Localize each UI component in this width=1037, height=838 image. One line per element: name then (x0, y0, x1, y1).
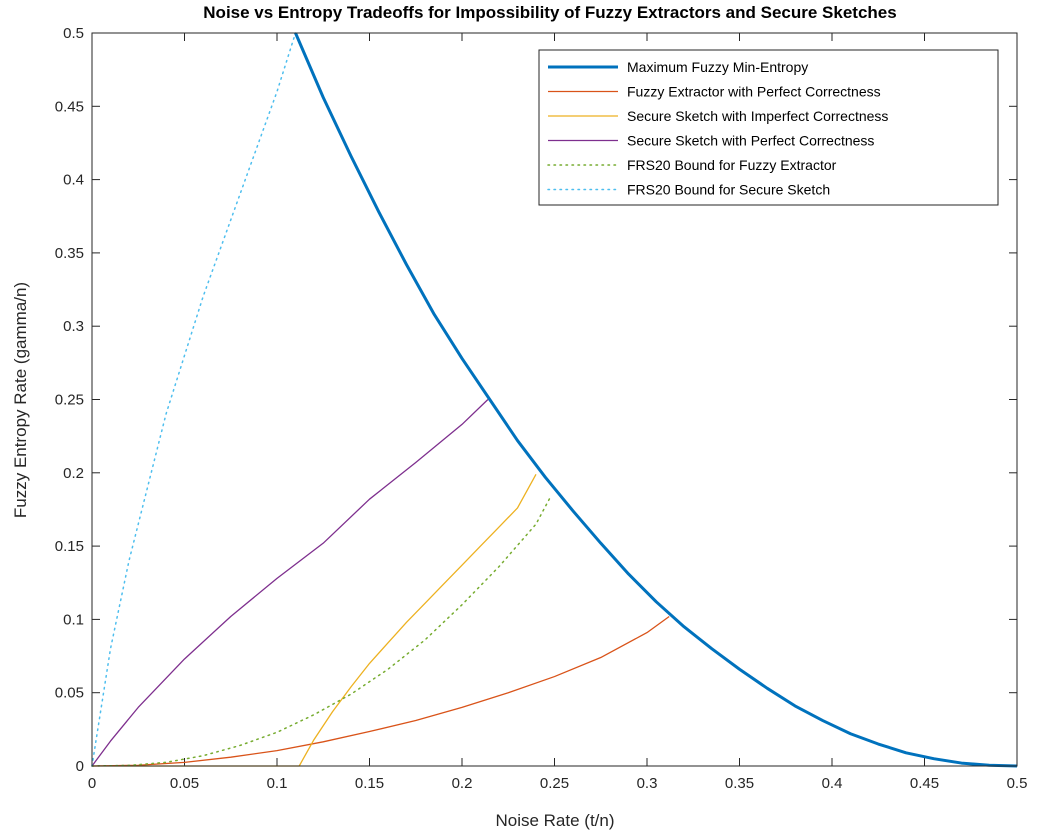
y-tick-label: 0.1 (63, 611, 84, 628)
series-line-fuzzy-extractor-with-perfect-correctness (91, 615, 670, 767)
legend-label: Secure Sketch with Perfect Correctness (627, 133, 874, 149)
x-tick-label: 0.05 (170, 775, 199, 792)
legend-label: Secure Sketch with Imperfect Correctness (627, 108, 888, 124)
x-tick-label: 0.2 (452, 775, 473, 792)
x-tick-label: 0.3 (637, 775, 658, 792)
series-line-frs20-bound-for-fuzzy-extractor (91, 495, 552, 767)
y-tick-label: 0.25 (55, 392, 84, 409)
x-tick-label: 0.4 (822, 775, 843, 792)
legend-label: FRS20 Bound for Secure Sketch (627, 182, 830, 198)
legend-box (538, 49, 999, 206)
x-axis-ticks: 0 0.05 0.1 0.15 0.2 0.25 0.3 0.35 0.4 0.45 0.5 (88, 33, 1028, 792)
x-tick-label: 0.5 (1007, 775, 1028, 792)
chart-title: Noise vs Entropy Tradeoffs for Impossibi… (203, 3, 896, 22)
y-tick-label: 0.2 (63, 465, 84, 482)
x-tick-label: 0.45 (910, 775, 939, 792)
y-tick-label: 0 (76, 758, 84, 775)
y-tick-label: 0.45 (55, 98, 84, 115)
y-tick-label: 0.15 (55, 538, 84, 555)
y-tick-label: 0.4 (63, 172, 84, 189)
series-line-maximum-fuzzy-min-entropy (294, 32, 1018, 768)
series-layer (91, 32, 1018, 768)
x-tick-label: 0.35 (725, 775, 754, 792)
y-tick-label: 0.5 (63, 25, 84, 42)
legend-label: Maximum Fuzzy Min-Entropy (627, 59, 808, 75)
x-axis-label: Noise Rate (t/n) (495, 811, 614, 830)
x-tick-label: 0.15 (355, 775, 384, 792)
legend-label: FRS20 Bound for Fuzzy Extractor (627, 157, 837, 173)
x-tick-label: 0.25 (540, 775, 569, 792)
legend: Maximum Fuzzy Min-Entropy Fuzzy Extractor… (538, 49, 999, 206)
y-tick-label: 0.3 (63, 318, 84, 335)
legend-entries: Maximum Fuzzy Min-Entropy Fuzzy Extractor… (547, 59, 888, 198)
series-line-secure-sketch-with-imperfect-correctness (92, 473, 537, 767)
y-tick-label: 0.05 (55, 685, 84, 702)
x-tick-label: 0 (88, 775, 96, 792)
series-line-secure-sketch-with-perfect-correctness (91, 399, 489, 767)
axes-box (91, 32, 1018, 767)
y-axis-label: Fuzzy Entropy Rate (gamma/n) (11, 282, 30, 518)
y-tick-label: 0.35 (55, 245, 84, 262)
series-line-frs20-bound-for-secure-sketch (91, 32, 297, 767)
x-tick-label: 0.1 (267, 775, 288, 792)
legend-label: Fuzzy Extractor with Perfect Correctness (627, 84, 881, 100)
